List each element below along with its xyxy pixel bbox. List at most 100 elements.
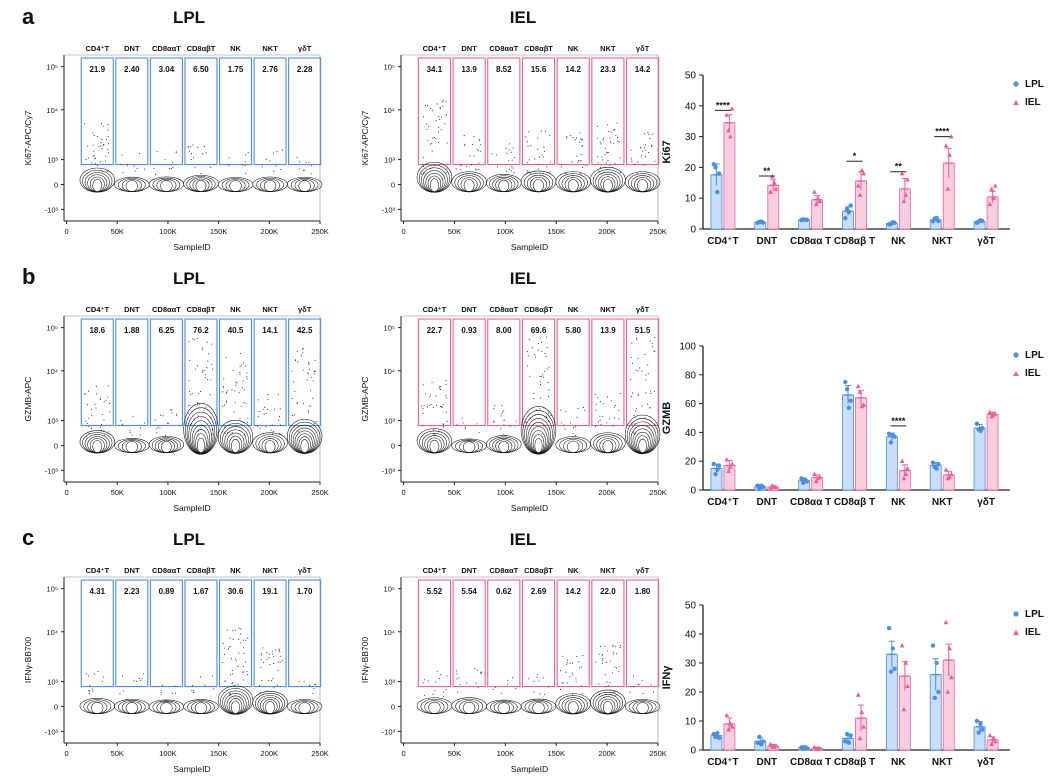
gate-box — [288, 579, 322, 688]
event-dot — [534, 356, 537, 358]
event-dot — [143, 168, 146, 170]
event-dot — [247, 637, 249, 639]
event-dot — [620, 392, 622, 395]
event-dot — [423, 404, 425, 406]
event-dot — [544, 130, 547, 132]
contour-ring — [454, 173, 484, 193]
event-dot — [207, 379, 209, 381]
contour-ring — [462, 441, 476, 453]
event-dot — [193, 692, 195, 694]
gate-box — [253, 57, 287, 166]
event-dot — [437, 141, 440, 144]
event-dot — [546, 416, 548, 418]
event-dot — [500, 692, 502, 694]
event-dot — [615, 645, 617, 648]
event-dot — [493, 421, 495, 423]
event-dot — [500, 415, 502, 417]
event-dot — [546, 347, 548, 349]
event-dot — [618, 141, 620, 143]
event-dot — [91, 414, 93, 416]
event-dot — [257, 415, 259, 418]
event-dot — [513, 172, 515, 174]
point-iel — [724, 112, 730, 117]
gate-box — [417, 579, 452, 688]
gate-percent: 2.69 — [531, 587, 547, 596]
event-dot — [267, 398, 269, 400]
contour-ring — [125, 702, 138, 714]
event-dot — [478, 432, 480, 434]
event-dot — [231, 432, 233, 434]
event-dot — [435, 395, 437, 397]
event-dot — [539, 375, 541, 377]
event-dot — [242, 380, 244, 382]
flow-y-label: IFNγ-BB700 — [23, 637, 33, 684]
event-dot — [526, 170, 528, 172]
legend-label: LPL — [1025, 79, 1044, 90]
event-dot — [260, 658, 262, 660]
panel-letter: a — [22, 4, 35, 29]
bar-iel — [723, 122, 736, 230]
gate-label: CD4⁺T — [86, 566, 110, 575]
event-dot — [101, 148, 103, 150]
contour-ring — [451, 171, 487, 193]
event-dot — [242, 665, 244, 667]
event-dot — [544, 370, 546, 373]
event-dot — [276, 150, 278, 152]
event-dot — [261, 653, 263, 655]
gate-label: DNT — [461, 566, 477, 575]
event-dot — [599, 141, 601, 143]
event-dot — [263, 413, 265, 415]
event-dot — [187, 405, 189, 407]
event-dot — [614, 691, 616, 693]
event-dot — [238, 392, 240, 394]
event-dot — [647, 364, 649, 366]
event-dot — [429, 396, 431, 398]
flow-x-label: SampleID — [173, 242, 210, 252]
event-dot — [585, 165, 587, 167]
event-dot — [424, 104, 427, 107]
event-dot — [228, 648, 230, 650]
event-dot — [100, 427, 102, 429]
event-dot — [617, 433, 619, 435]
point-iel — [947, 152, 953, 157]
event-dot — [242, 639, 244, 641]
event-dot — [188, 146, 190, 148]
point-lpl — [716, 171, 722, 176]
event-dot — [604, 166, 606, 168]
event-dot — [234, 390, 236, 392]
event-dot — [168, 168, 170, 170]
event-dot — [199, 676, 202, 678]
event-dot — [107, 143, 110, 145]
flow-y-tick-label: -10³ — [45, 466, 59, 475]
bar-category-label: CD8αα T — [790, 757, 831, 768]
event-dot — [244, 161, 246, 163]
legend-marker-iel — [1013, 100, 1019, 105]
event-dot — [440, 386, 442, 388]
point-iel — [859, 167, 865, 173]
event-dot — [156, 428, 158, 430]
event-dot — [634, 163, 636, 165]
flow-y-tick-label: 10⁵ — [384, 63, 395, 72]
flow-y-tick-label: 10⁵ — [384, 585, 395, 594]
event-dot — [265, 412, 267, 415]
event-dot — [423, 173, 425, 175]
gate-label: CD8αβT — [524, 566, 553, 575]
point-iel — [949, 471, 954, 476]
event-dot — [97, 164, 99, 166]
event-dot — [433, 434, 435, 436]
event-dot — [535, 409, 537, 411]
event-dot — [476, 669, 478, 671]
event-dot — [616, 137, 619, 139]
flow-x-label: SampleID — [511, 242, 548, 252]
gate-label: CD8ααT — [152, 44, 181, 53]
event-dot — [235, 629, 237, 631]
flow-title: LPL — [173, 8, 205, 27]
event-dot — [602, 658, 604, 660]
panel-a: a LPL 10⁵ 10⁴ 10³ 0 -10³ 0 50K 100K 150K 200K 250K Sa… — [22, 4, 1044, 252]
bar-category-label: NKT — [932, 497, 953, 508]
flow-y-tick-label: 10³ — [384, 678, 395, 687]
panel-letter: c — [22, 525, 34, 550]
event-dot — [223, 404, 225, 406]
gate-label: γδT — [636, 566, 650, 575]
event-dot — [563, 424, 565, 426]
